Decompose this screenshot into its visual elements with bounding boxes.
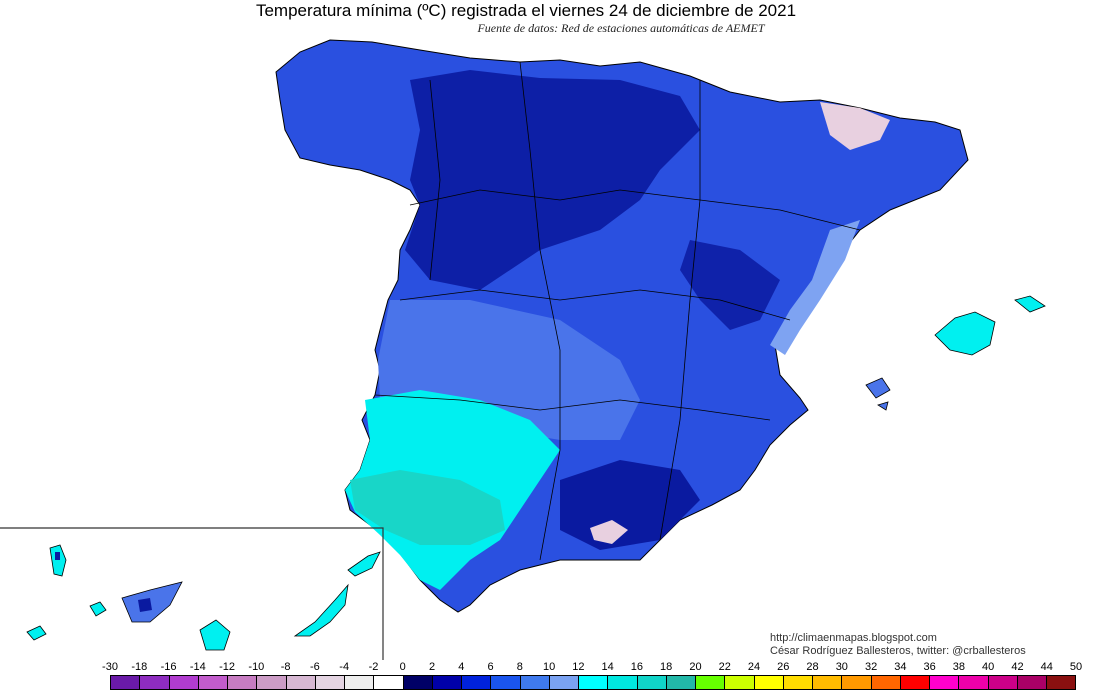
pyrenees-pink xyxy=(820,102,890,150)
legend-label: -14 xyxy=(189,661,206,673)
legend-swatch xyxy=(696,676,726,689)
legend-label: 20 xyxy=(689,661,702,673)
formentera xyxy=(877,401,889,411)
legend-swatch xyxy=(228,676,258,689)
legend-swatch xyxy=(111,676,141,689)
legend-label: 24 xyxy=(747,661,761,673)
legend-label: 50 xyxy=(1069,661,1083,673)
legend-swatch xyxy=(549,676,579,689)
legend-label: 40 xyxy=(982,661,995,673)
legend-label: 34 xyxy=(894,661,907,673)
region-borders xyxy=(374,61,861,561)
legend-swatch xyxy=(900,676,930,689)
legend-swatch xyxy=(608,676,638,689)
legend-swatch xyxy=(140,676,170,689)
legend-label: 10 xyxy=(542,661,556,673)
credit-author: César Rodríguez Ballesteros, twitter: @c… xyxy=(770,645,1026,657)
legend-swatch xyxy=(315,676,345,689)
legend-swatch xyxy=(871,676,901,689)
legend-label: 36 xyxy=(923,661,936,673)
legend-label: -6 xyxy=(310,661,320,673)
legend-label: -16 xyxy=(160,661,177,673)
legend-swatch xyxy=(286,676,316,689)
legend-swatch xyxy=(725,676,755,689)
menorca xyxy=(1014,295,1046,313)
legend-swatch xyxy=(198,676,228,689)
legend-label: 22 xyxy=(718,661,731,673)
legend-label: -12 xyxy=(219,661,236,673)
legend-label: 42 xyxy=(1011,661,1024,673)
la-palma-core xyxy=(55,552,60,560)
legend-swatch xyxy=(403,676,433,689)
legend-swatch xyxy=(842,676,872,689)
legend-label: 30 xyxy=(835,661,848,673)
tenerife-core xyxy=(138,598,152,612)
legend-label: 2 xyxy=(428,661,436,673)
credit-url: http://climaenmapas.blogspot.com xyxy=(770,632,937,644)
map-subtitle: Fuente de datos: Red de estaciones autom… xyxy=(477,21,765,35)
legend-swatch xyxy=(462,676,492,689)
map-title: Temperatura mínima (ºC) registrada el vi… xyxy=(255,1,797,20)
legend-swatch xyxy=(169,676,199,689)
legend-label: -4 xyxy=(339,661,350,673)
legend-label: 0 xyxy=(399,661,406,673)
legend-label: 44 xyxy=(1040,661,1053,673)
east-coast-light xyxy=(770,220,860,355)
legend-swatch xyxy=(1017,676,1047,689)
legend-swatch xyxy=(432,676,462,689)
legend-swatch xyxy=(257,676,287,689)
sierra-nevada-pink xyxy=(590,520,628,544)
tenerife xyxy=(121,581,183,623)
gran-canaria xyxy=(199,619,231,651)
legend-swatch xyxy=(930,676,960,689)
ibiza xyxy=(865,377,891,399)
legend-swatch xyxy=(374,676,404,689)
legend-swatch xyxy=(783,676,813,689)
legend-swatch xyxy=(579,676,609,689)
betic-dark-zone xyxy=(560,460,700,550)
legend-swatch xyxy=(754,676,784,689)
legend-color-bar xyxy=(110,675,1076,690)
guadalquivir-teal-zone xyxy=(350,470,505,545)
north-dark-zone xyxy=(405,70,700,290)
legend-label: 4 xyxy=(458,661,465,673)
legend-label: -30 xyxy=(102,661,118,673)
legend-swatch xyxy=(637,676,667,689)
legend-labels: -30 -18 -16 -14 -12 -10 -8 -6 -4 -2 0 2 4 6 8 10 12 14 16 1… xyxy=(0,661,1098,675)
lanzarote xyxy=(347,551,381,577)
legend-label: -2 xyxy=(368,661,379,673)
la-palma xyxy=(49,544,67,577)
canary-inset-frame xyxy=(0,527,384,660)
legend-swatch xyxy=(666,676,696,689)
legend-label: 12 xyxy=(572,661,585,673)
fuerteventura xyxy=(293,583,349,637)
el-hierro xyxy=(26,625,47,641)
legend-swatch xyxy=(491,676,521,689)
legend-label: 26 xyxy=(777,661,790,673)
legend-swatch xyxy=(988,676,1018,689)
legend-label: 38 xyxy=(952,661,966,673)
legend-label: 18 xyxy=(660,661,673,673)
legend-swatch xyxy=(345,676,375,689)
la-gomera xyxy=(89,601,107,617)
iberian-dark-zone xyxy=(680,240,780,330)
legend-swatch xyxy=(1047,676,1076,689)
mallorca xyxy=(934,311,996,356)
legend-swatch xyxy=(520,676,550,689)
legend-label: -18 xyxy=(131,661,148,673)
legend-label: 8 xyxy=(516,661,523,673)
legend-label: 14 xyxy=(601,661,614,673)
legend-label: 6 xyxy=(487,661,494,673)
legend-swatch xyxy=(813,676,843,689)
legend-label: -10 xyxy=(248,661,265,673)
legend-label: 16 xyxy=(630,661,644,673)
legend-label: 32 xyxy=(864,661,878,673)
legend-label: -8 xyxy=(280,661,291,673)
legend-label: 28 xyxy=(806,661,819,673)
legend-swatch xyxy=(959,676,989,689)
